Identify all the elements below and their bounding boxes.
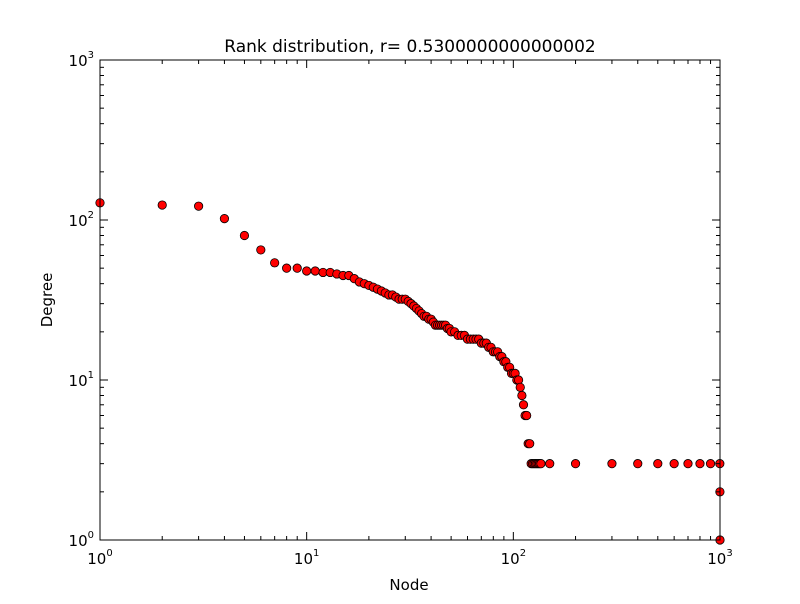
data-point bbox=[525, 439, 535, 449]
x-tick-label: 101 bbox=[294, 548, 319, 568]
y-tick-label: 101 bbox=[69, 370, 94, 390]
tick-label-exponent: 3 bbox=[88, 50, 94, 61]
data-point bbox=[518, 400, 529, 410]
tick-label-exponent: 2 bbox=[520, 548, 526, 559]
y-tick-label: 100 bbox=[69, 530, 94, 550]
data-point bbox=[302, 266, 312, 276]
tick-label-exponent: 0 bbox=[106, 548, 112, 559]
x-tick-label: 102 bbox=[501, 548, 526, 568]
tick-label-exponent: 3 bbox=[726, 548, 732, 559]
data-point bbox=[515, 382, 525, 392]
tick-label-base: 10 bbox=[501, 550, 520, 568]
tick-label-exponent: 1 bbox=[88, 370, 94, 381]
data-point bbox=[522, 410, 532, 421]
data-point bbox=[545, 459, 555, 469]
data-point bbox=[536, 459, 546, 469]
y-tick-label: 102 bbox=[69, 210, 94, 230]
x-tick-label: 103 bbox=[707, 548, 732, 568]
tick-label-base: 10 bbox=[294, 550, 313, 568]
data-point bbox=[683, 459, 693, 469]
plot-frame bbox=[99, 59, 721, 541]
data-point bbox=[282, 263, 292, 273]
data-point bbox=[669, 459, 679, 469]
tick-label-base: 10 bbox=[69, 532, 88, 550]
tick-label-base: 10 bbox=[69, 212, 88, 230]
x-tick-label: 100 bbox=[87, 548, 112, 568]
data-point bbox=[653, 459, 663, 469]
tick-label-base: 10 bbox=[69, 52, 88, 70]
data-point bbox=[157, 200, 167, 210]
data-point bbox=[219, 214, 230, 224]
data-point bbox=[607, 459, 617, 469]
tick-label-exponent: 0 bbox=[88, 530, 94, 541]
tick-label-base: 10 bbox=[87, 550, 106, 568]
chart-title: Rank distribution, r= 0.5300000000000002 bbox=[224, 37, 595, 57]
data-point bbox=[292, 263, 302, 273]
data-point bbox=[705, 459, 716, 469]
data-point bbox=[695, 459, 705, 469]
tick-label-base: 10 bbox=[707, 550, 726, 568]
data-points bbox=[95, 198, 725, 545]
x-axis-label: Node bbox=[389, 576, 428, 594]
data-point bbox=[239, 230, 250, 241]
data-point bbox=[633, 459, 643, 469]
tick-label-exponent: 2 bbox=[88, 210, 94, 221]
y-tick-label: 103 bbox=[69, 50, 94, 70]
data-point bbox=[194, 201, 204, 211]
y-axis-label: Degree bbox=[38, 273, 56, 328]
data-point bbox=[270, 258, 280, 268]
tick-label-exponent: 1 bbox=[313, 548, 319, 559]
tick-label-base: 10 bbox=[69, 372, 88, 390]
data-point bbox=[256, 245, 266, 255]
data-point bbox=[517, 390, 527, 401]
data-point bbox=[570, 459, 581, 469]
data-point bbox=[310, 266, 320, 276]
